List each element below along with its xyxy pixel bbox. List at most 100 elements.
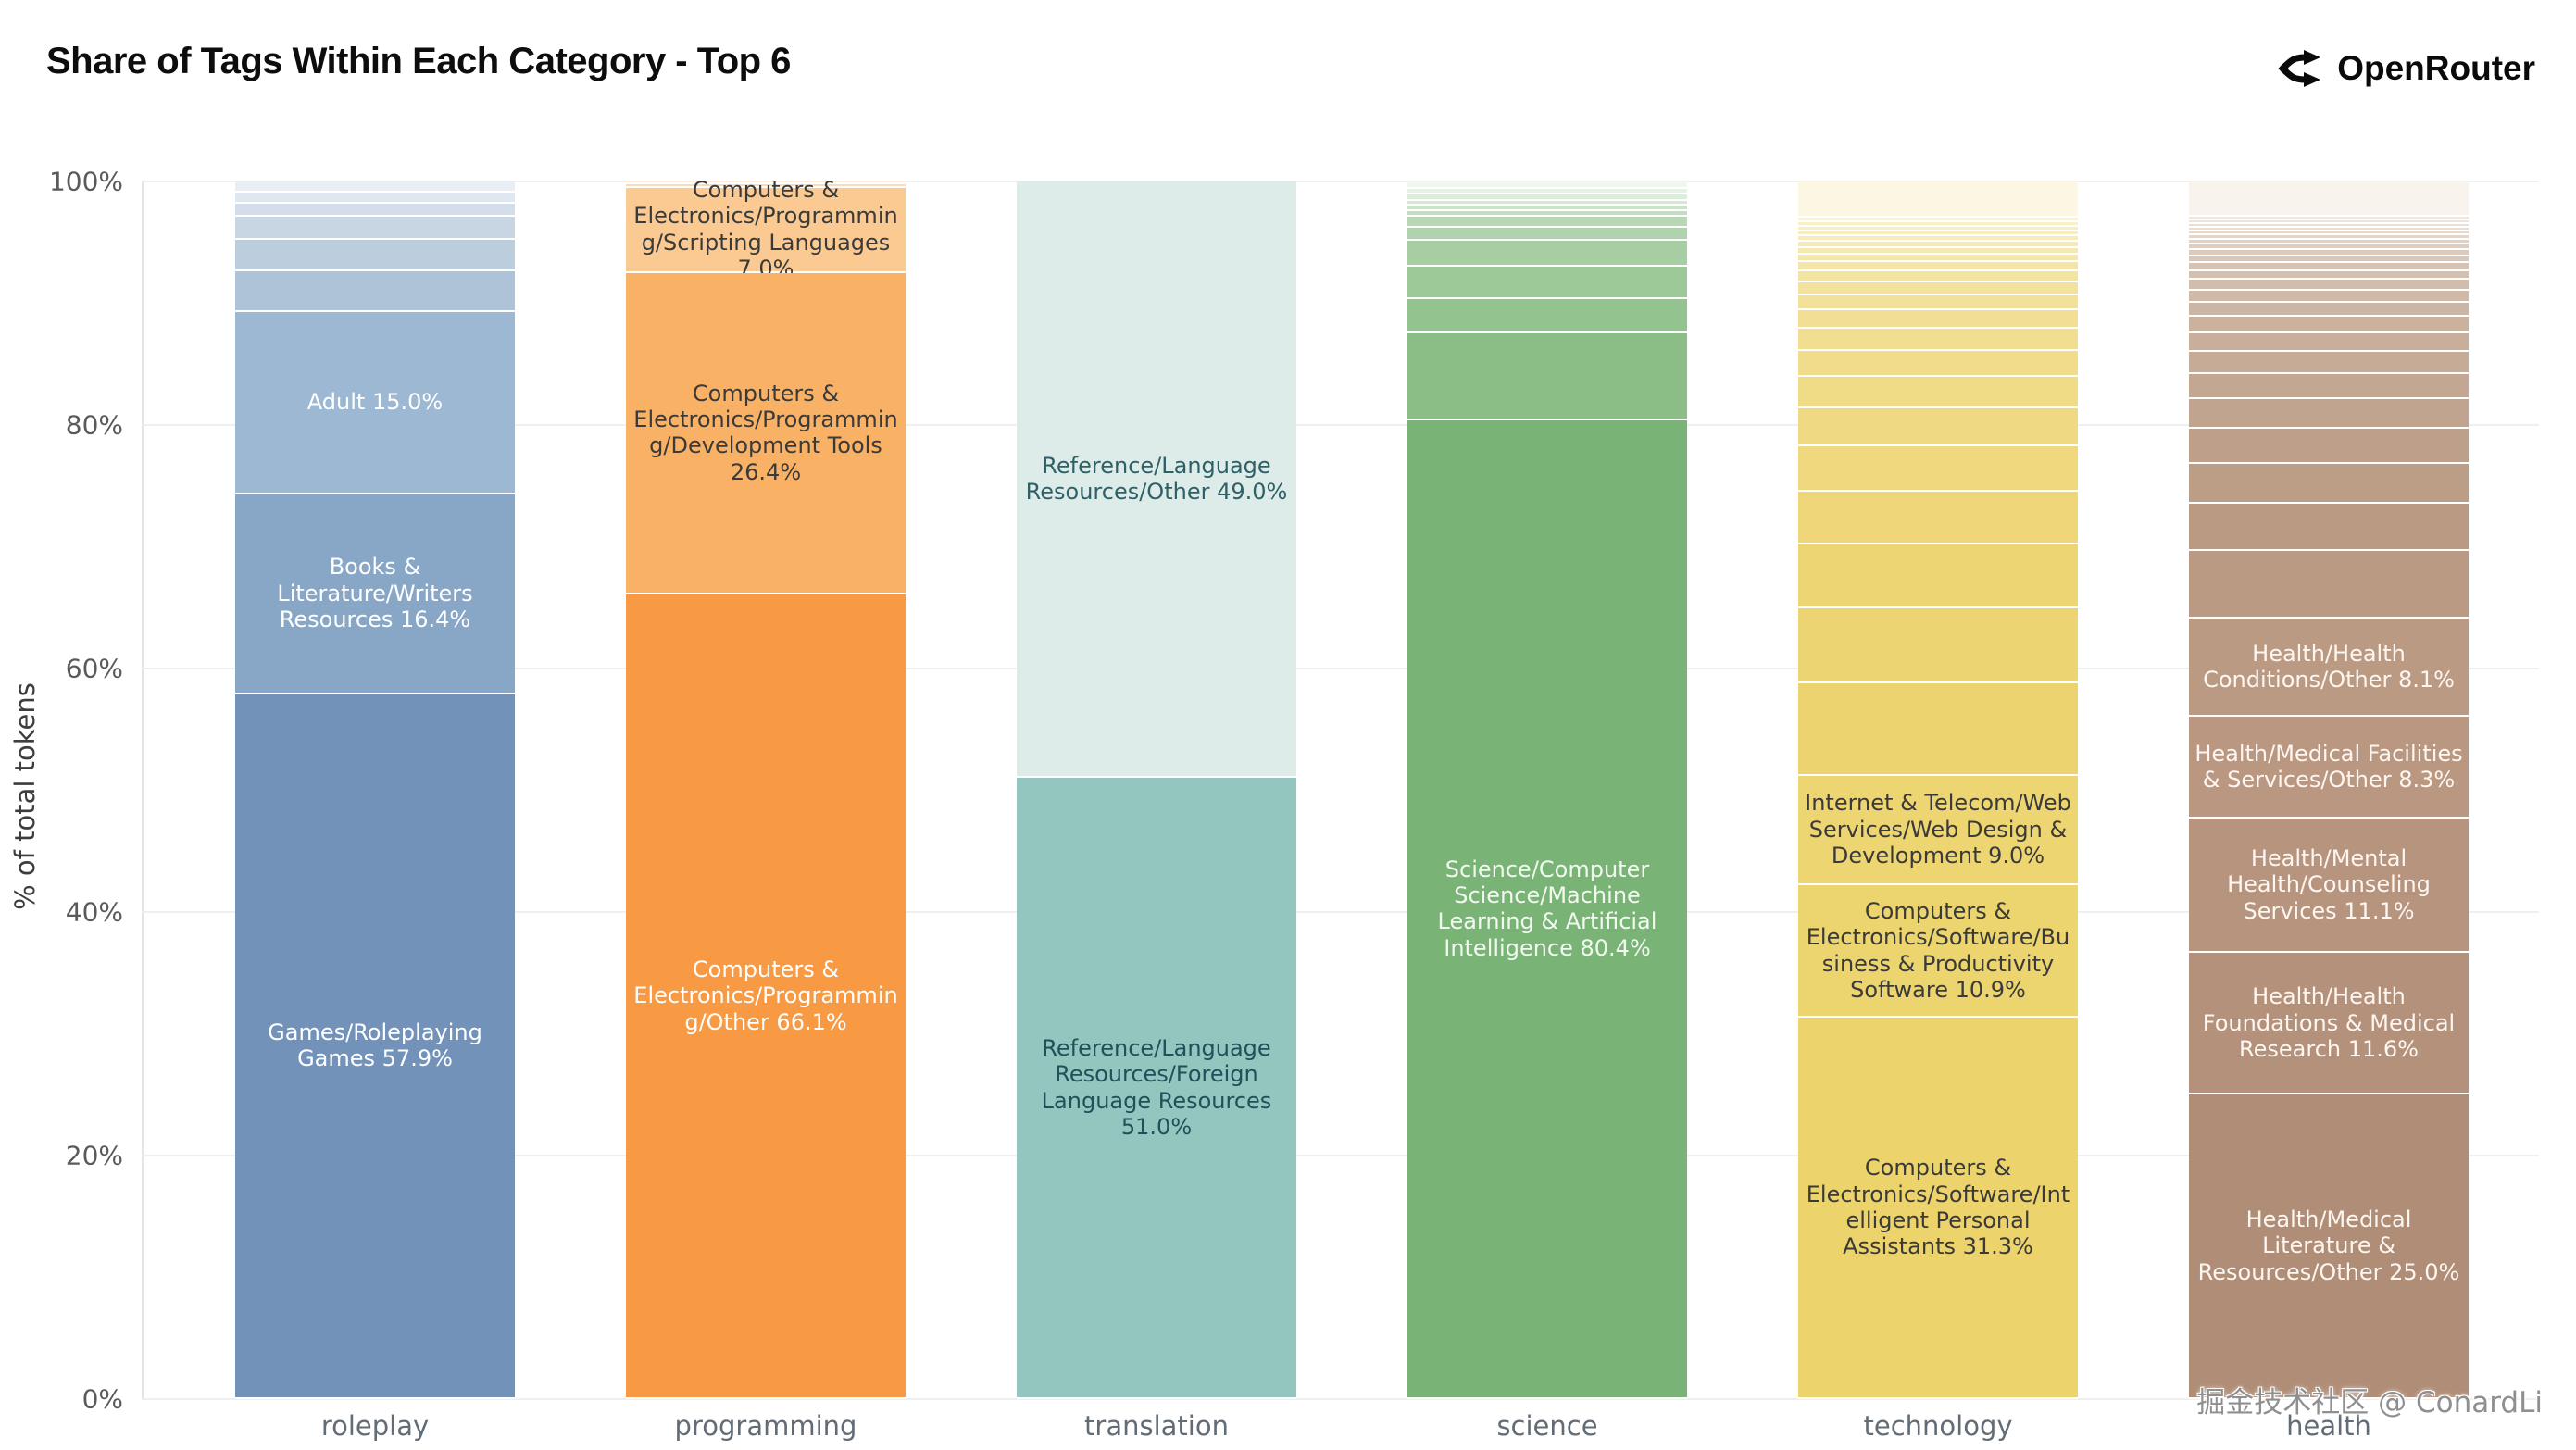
- openrouter-brand-link[interactable]: OpenRouter: [2278, 46, 2535, 91]
- x-tick-label-roleplay: roleplay: [320, 1410, 430, 1442]
- segment: [1407, 333, 1687, 420]
- y-tick-label: 60%: [65, 653, 123, 684]
- segment-labeled: Health/Health Foundations & Medical Rese…: [2189, 953, 2469, 1094]
- y-axis-spine: [142, 181, 144, 1399]
- y-tick-label: 100%: [48, 166, 123, 197]
- segment-labeled: Adult 15.0%: [235, 311, 515, 494]
- segment: [2189, 302, 2469, 317]
- segment-labeled: Science/Computer Science/Machine Learnin…: [1407, 419, 1687, 1399]
- segment-label: Health/Health Conditions/Other 8.1%: [2203, 640, 2455, 694]
- segment: [1798, 607, 2078, 684]
- segment: [2189, 250, 2469, 256]
- y-axis-title: % of total tokens: [9, 682, 41, 910]
- segment: [2189, 263, 2469, 271]
- segment: [2189, 217, 2469, 221]
- segment: [1407, 241, 1687, 267]
- segment-label: Computers & Electronics/Programming/Othe…: [633, 956, 898, 1035]
- segment-label: Health/Mental Health/Counseling Services…: [2227, 845, 2431, 924]
- segment: [1798, 310, 2078, 329]
- segment-label: Reference/Language Resources/Foreign Lan…: [1041, 1035, 1272, 1140]
- segment-labeled: Health/Health Conditions/Other 8.1%: [2189, 618, 2469, 718]
- segment: [235, 203, 515, 218]
- bars-container: Adult 15.0% Books & Literature/Writers Re…: [180, 177, 2524, 1442]
- segment: [1798, 544, 2078, 608]
- segment: [1798, 445, 2078, 492]
- segment: [2189, 316, 2469, 333]
- bar-health: Health/Health Conditions/Other 8.1% Healt…: [2189, 181, 2469, 1399]
- segment: [2189, 373, 2469, 400]
- segment: [235, 240, 515, 272]
- segment: [2189, 256, 2469, 263]
- segment: [1798, 491, 2078, 545]
- segment-label: Internet & Telecom/Web Services/Web Desi…: [1805, 790, 2071, 869]
- segment: [1798, 329, 2078, 351]
- segment-labeled: Internet & Telecom/Web Services/Web Desi…: [1798, 775, 2078, 885]
- gridline: [142, 1155, 2539, 1156]
- segment-labeled: Computers & Electronics/Programming/Othe…: [626, 594, 906, 1399]
- x-tick-label-technology: technology: [1863, 1410, 2013, 1442]
- segment: [626, 183, 906, 188]
- x-tick-label-translation: translation: [1084, 1410, 1229, 1442]
- segment: [1407, 227, 1687, 242]
- segment-labeled: Health/Medical Literature & Resources/Ot…: [2189, 1094, 2469, 1399]
- segment: [2189, 504, 2469, 551]
- segment: [1407, 206, 1687, 211]
- segment: [2189, 240, 2469, 245]
- segment: [235, 217, 515, 241]
- y-tick-label: 0%: [81, 1383, 123, 1415]
- segment: [1798, 242, 2078, 248]
- x-tick-label-health: health: [2286, 1410, 2371, 1442]
- segment-labeled: Computers & Electronics/Programming/Deve…: [626, 272, 906, 594]
- y-tick-label: 80%: [65, 409, 123, 441]
- segment: [2189, 244, 2469, 251]
- segment: [2189, 332, 2469, 352]
- segment: [626, 181, 906, 184]
- segment: [1798, 376, 2078, 409]
- segment: [1798, 226, 2078, 231]
- segment: [235, 181, 515, 193]
- segment-labeled: Reference/Language Resources/Other 49.0%: [1017, 181, 1296, 779]
- segment-label: Science/Computer Science/Machine Learnin…: [1437, 856, 1657, 961]
- segment-label: Computers & Electronics/Programming/Deve…: [633, 380, 898, 485]
- segment-label: Computers & Electronics/Software/Intelli…: [1806, 1155, 2070, 1260]
- bar-translation: Reference/Language Resources/Other 49.0%…: [1017, 181, 1296, 1399]
- segment: [1407, 194, 1687, 201]
- gridline: [142, 668, 2539, 669]
- segment: [1407, 210, 1687, 218]
- y-tick-label: 40%: [65, 896, 123, 928]
- segment: [1407, 201, 1687, 206]
- segment: [1798, 294, 2078, 311]
- segment: [2189, 429, 2469, 464]
- x-tick-label-science: science: [1496, 1410, 1598, 1442]
- segment: [2189, 280, 2469, 291]
- segment-label: Computers & Electronics/Software/Busines…: [1806, 897, 2070, 1003]
- segment: [2189, 399, 2469, 430]
- segment: [1407, 188, 1687, 195]
- segment: [1798, 236, 2078, 243]
- segment: [1798, 254, 2078, 263]
- segment: [1798, 262, 2078, 272]
- segment-labeled: Health/Medical Facilities & Services/Oth…: [2189, 717, 2469, 819]
- bar-column-programming: Computers & Electronics/Programming/Scri…: [570, 177, 961, 1442]
- bar-column-roleplay: Adult 15.0% Books & Literature/Writers Re…: [180, 181, 570, 1442]
- segment-labeled: Books & Literature/Writers Resources 16.…: [235, 494, 515, 694]
- segment-labeled: Computers & Electronics/Software/Intelli…: [1798, 1018, 2078, 1399]
- segment: [1407, 266, 1687, 300]
- segment: [1798, 271, 2078, 283]
- segment: [2189, 270, 2469, 281]
- bar-column-technology: Internet & Telecom/Web Services/Web Desi…: [1743, 181, 2133, 1442]
- segment: [2189, 227, 2469, 231]
- segment: [1798, 181, 2078, 219]
- openrouter-logo-icon: [2278, 46, 2322, 91]
- segment-label: Games/Roleplaying Games 57.9%: [268, 1019, 482, 1072]
- gridline: [142, 181, 2539, 182]
- segment-label: Health/Health Foundations & Medical Rese…: [2202, 983, 2456, 1062]
- segment: [1798, 408, 2078, 446]
- plot-area: Adult 15.0% Books & Literature/Writers Re…: [49, 167, 2539, 1442]
- segment-label: Reference/Language Resources/Other 49.0%: [1025, 452, 1288, 506]
- segment: [235, 192, 515, 204]
- segment-label: Health/Medical Literature & Resources/Ot…: [2197, 1206, 2460, 1285]
- gridline: [142, 911, 2539, 913]
- gridline: [142, 1398, 2539, 1400]
